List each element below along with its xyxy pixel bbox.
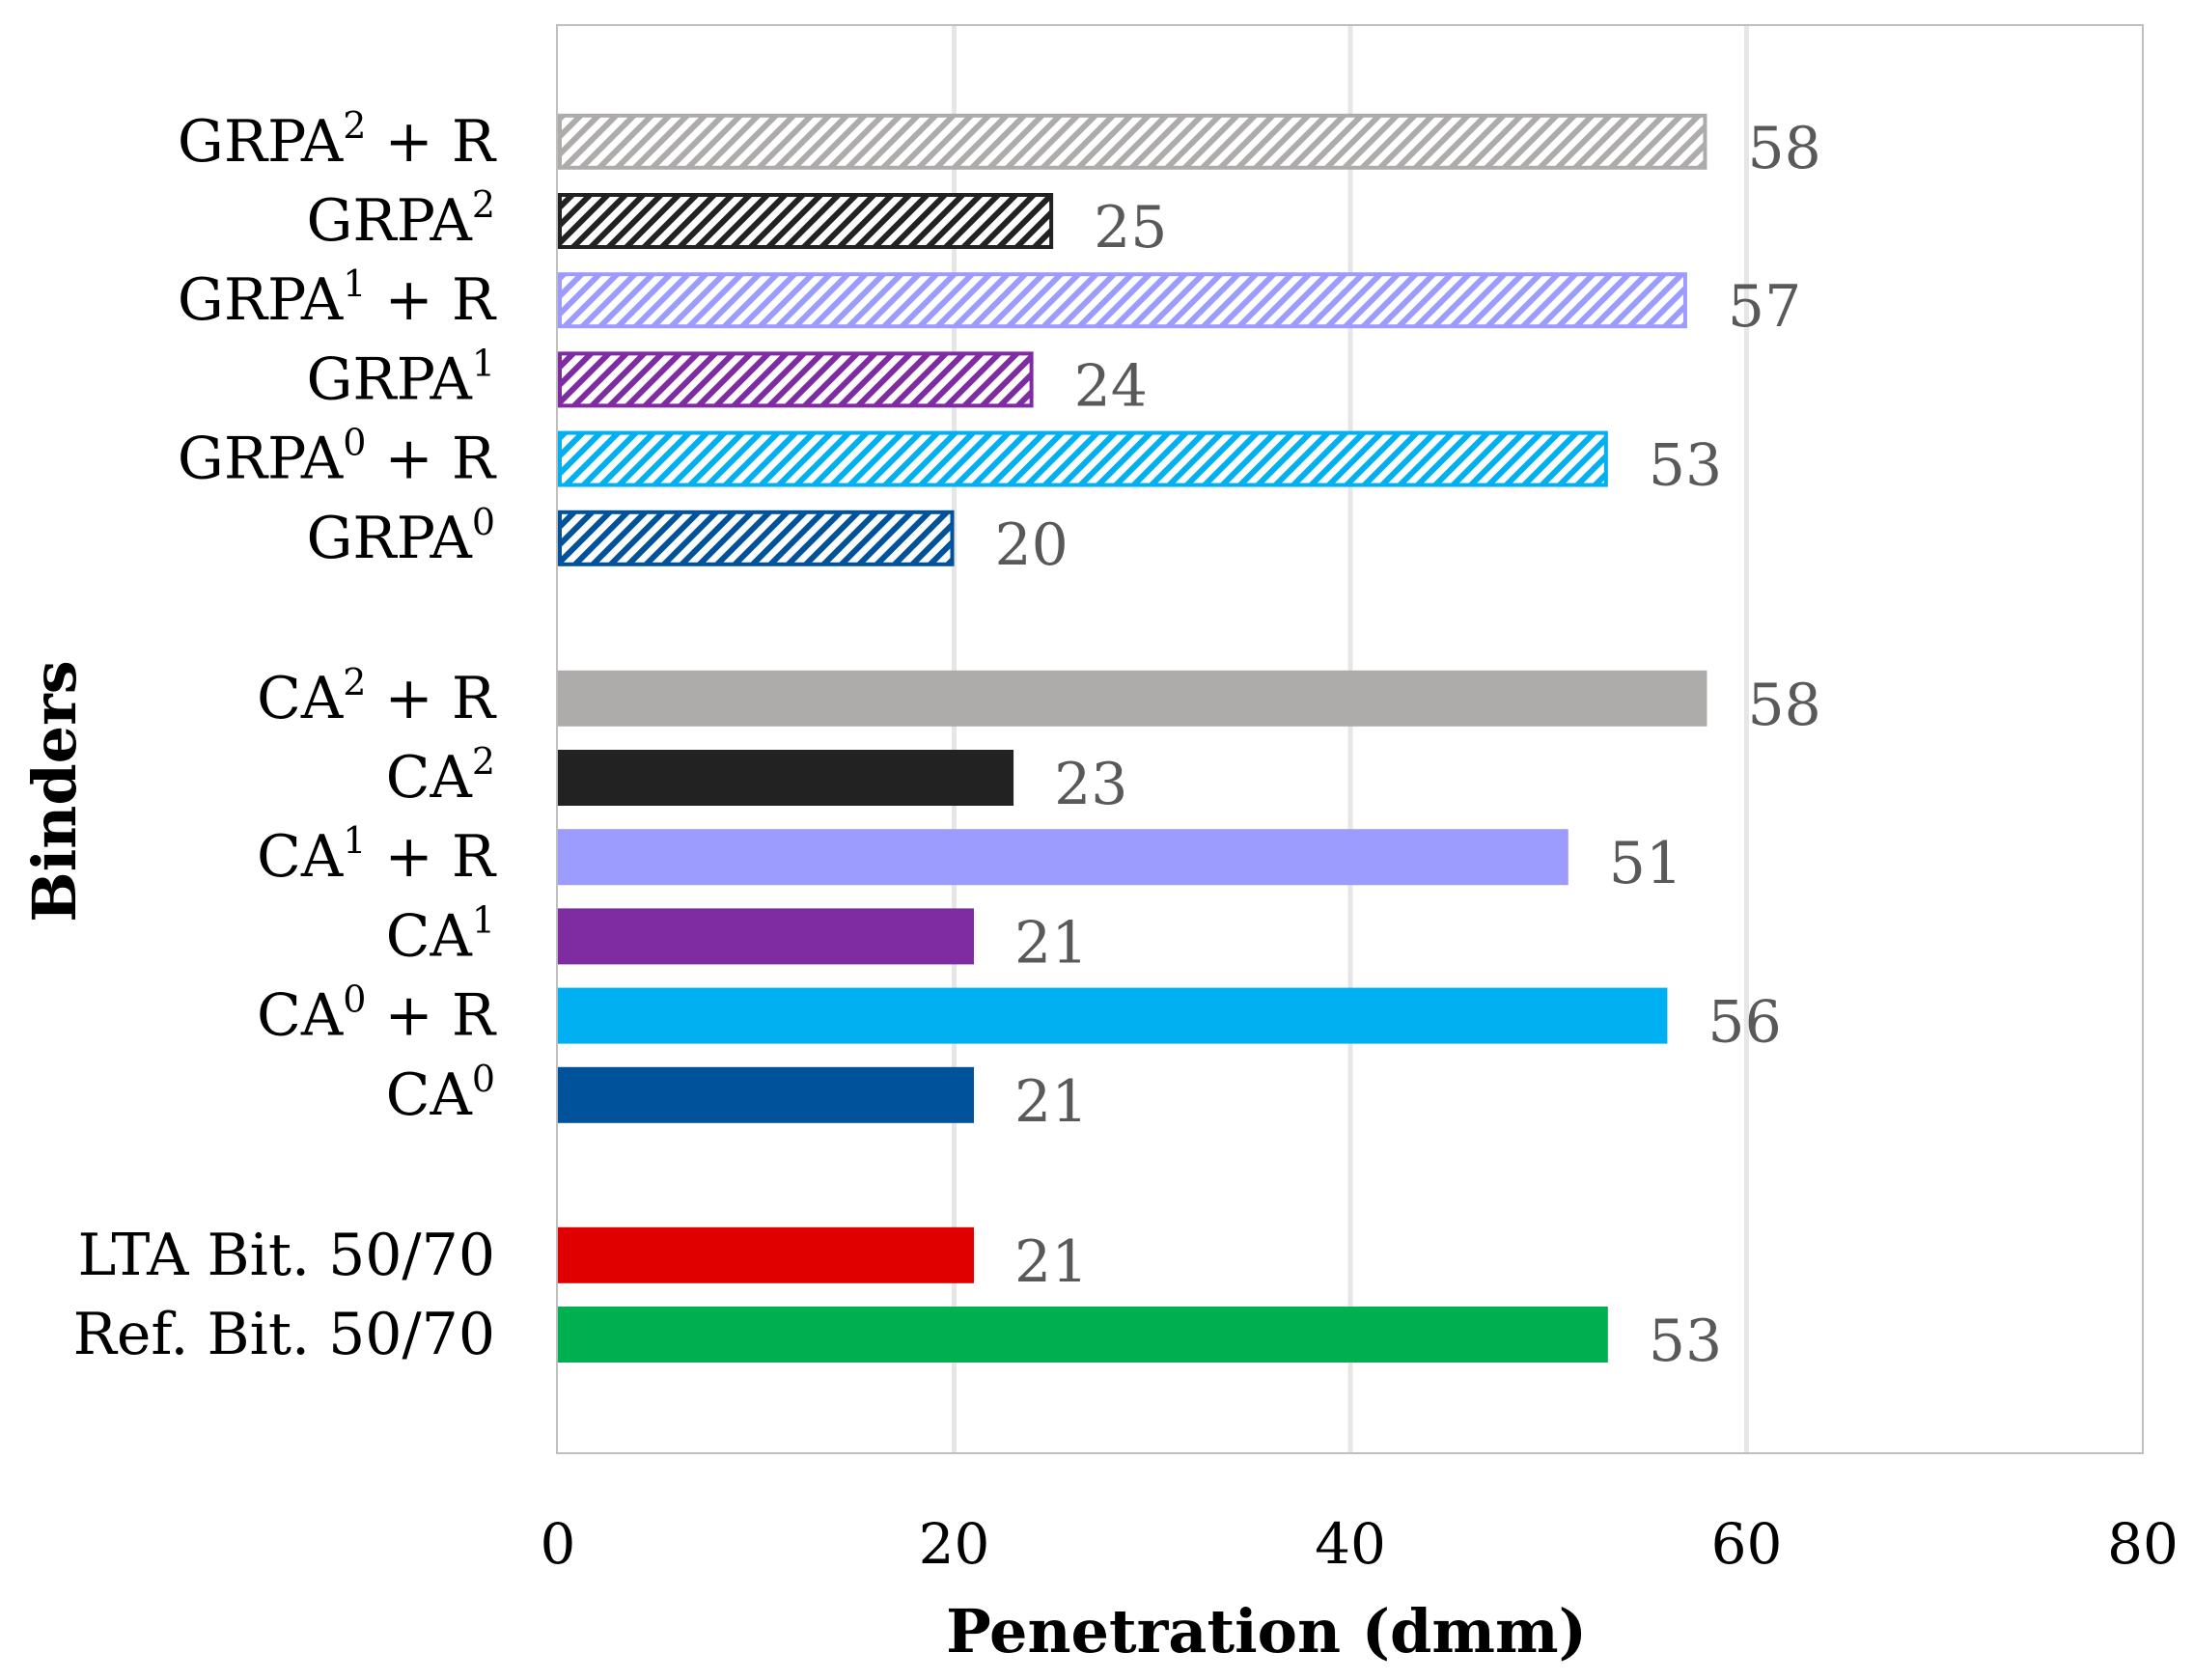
bar-ca <box>558 1066 975 1123</box>
data-label: 51 <box>1609 830 1682 897</box>
data-label: 21 <box>1014 909 1088 977</box>
grid-lines <box>952 25 1749 1453</box>
x-tick-label: 80 <box>2107 1511 2179 1577</box>
y-tick-label: GRPA2 <box>307 183 496 255</box>
bar-ca <box>558 908 975 965</box>
data-label: 25 <box>1094 194 1167 262</box>
y-tick-labels: Ref. Bit. 50/70 LTA Bit. 50/70 CA0 CA0 + R C… <box>73 104 497 1368</box>
y-tick-label: Ref. Bit. 50/70 <box>73 1301 495 1368</box>
data-labels: 53 21 21 56 21 51 23 58 20 53 24 57 25 58 <box>995 115 1821 1375</box>
y-tick-label: CA2 <box>386 740 495 812</box>
bar-ca-r <box>558 987 1668 1044</box>
data-label: 23 <box>1054 751 1127 818</box>
bar-ca-r <box>558 829 1568 886</box>
y-tick-label: CA0 <box>386 1058 495 1129</box>
data-label: 20 <box>995 511 1069 579</box>
y-tick-label: CA1 + R <box>257 819 497 891</box>
y-tick-label: CA0 + R <box>257 978 497 1050</box>
bar-grpa-r-hatched <box>558 430 1608 487</box>
y-tick-label: GRPA2 + R <box>178 104 497 176</box>
y-tick-label: LTA Bit. 50/70 <box>77 1222 495 1289</box>
bar-grpa-hatched <box>558 351 1034 408</box>
y-tick-label: GRPA1 <box>307 342 496 413</box>
bar-ca-r <box>558 670 1707 727</box>
data-label: 57 <box>1728 273 1801 341</box>
x-axis-title: Penetration (dmm) <box>946 1596 1587 1666</box>
x-tick-label: 0 <box>541 1511 576 1577</box>
y-axis-title: Binders <box>19 660 90 922</box>
x-tick-label: 60 <box>1711 1511 1783 1577</box>
data-label: 21 <box>1014 1228 1088 1296</box>
plot-area-frame <box>556 24 2144 1454</box>
x-tick-label: 20 <box>919 1511 990 1577</box>
bar-grpa-hatched <box>558 193 1054 249</box>
y-tick-label: GRPA1 + R <box>178 262 497 334</box>
x-tick-label: 40 <box>1315 1511 1386 1577</box>
data-label: 53 <box>1649 432 1722 500</box>
bar-ca <box>558 750 1014 806</box>
data-label: 24 <box>1074 352 1148 420</box>
data-label: 56 <box>1707 989 1781 1057</box>
bar-grpa-r-hatched <box>558 272 1687 329</box>
bar-ref-bit-50-70 <box>558 1307 1608 1363</box>
bar-grpa-r-hatched <box>558 113 1707 170</box>
data-label: 53 <box>1649 1308 1722 1375</box>
data-label: 58 <box>1747 115 1820 182</box>
y-tick-label: CA1 <box>386 898 495 970</box>
bar-lta-bit-50-70 <box>558 1226 975 1283</box>
bar-grpa-hatched <box>558 510 955 566</box>
x-tick-labels: 0 20 40 60 80 <box>541 1511 2179 1577</box>
y-tick-label: GRPA0 + R <box>178 422 497 493</box>
y-tick-label: GRPA0 <box>307 501 496 572</box>
bars <box>558 113 1707 1363</box>
y-tick-label: CA2 + R <box>257 661 497 732</box>
data-label: 58 <box>1747 672 1820 739</box>
data-label: 21 <box>1014 1068 1088 1136</box>
